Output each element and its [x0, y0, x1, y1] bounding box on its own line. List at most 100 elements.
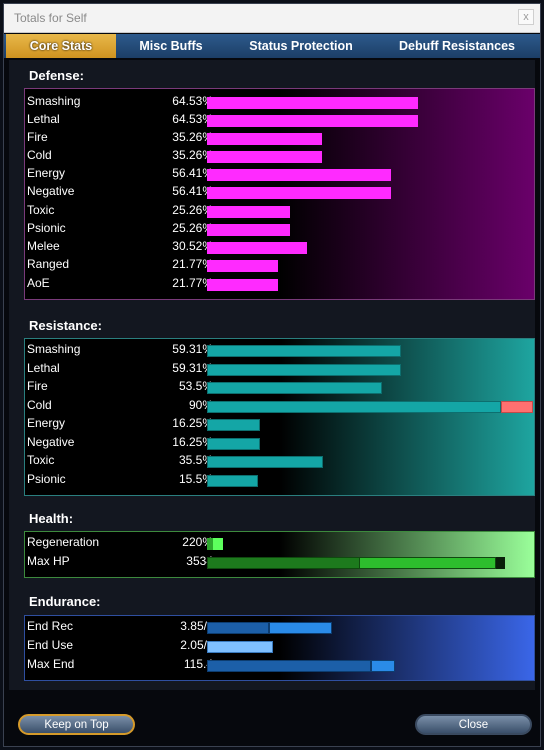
defense-title: Defense: — [29, 68, 84, 83]
tab-status-protection[interactable]: Status Protection — [249, 39, 353, 53]
close-button[interactable]: Close — [415, 714, 532, 735]
max-hp-bar-bonus — [359, 557, 496, 569]
defense-value: 56.41% — [172, 184, 213, 198]
resistance-value: 90% — [188, 398, 213, 412]
regeneration-bar-bonus — [213, 538, 223, 550]
tab-misc-buffs[interactable]: Misc Buffs — [139, 39, 203, 53]
max-end-bar-bonus — [371, 660, 395, 672]
defense-label: Toxic — [27, 203, 55, 217]
defense-value: 30.52% — [172, 239, 213, 253]
resistance-bar — [207, 438, 260, 450]
resistance-bar — [207, 401, 501, 413]
health-title: Health: — [29, 511, 74, 526]
resistance-bar — [207, 364, 401, 376]
defense-value: 21.77% — [172, 257, 213, 271]
defense-bar — [207, 187, 391, 199]
defense-label: Ranged — [27, 257, 70, 271]
defense-row-negative: Negative 56.41% — [25, 184, 534, 201]
defense-label: Cold — [27, 148, 52, 162]
resistance-bar — [207, 475, 258, 487]
endurance-value: 2.05/s — [180, 638, 213, 652]
defense-label: Negative — [27, 184, 75, 198]
defense-row-cold: Cold 35.26% — [25, 148, 534, 165]
core-stats-panel: Defense: Smashing 64.53% Lethal 64.53% F… — [9, 60, 535, 690]
defense-label: Psionic — [27, 221, 66, 235]
defense-bar — [207, 242, 307, 254]
endurance-value: 115.4 — [183, 657, 213, 671]
resistance-label: Psionic — [27, 472, 66, 486]
totals-window: Totals for Self x Core Stats Misc Buffs … — [3, 3, 541, 747]
endurance-label: Max End — [27, 657, 75, 671]
defense-bar — [207, 169, 391, 181]
resistance-label: Lethal — [27, 361, 60, 375]
resistance-row-psionic: Psionic 15.5% — [25, 472, 534, 489]
endurance-label: End Use — [27, 638, 74, 652]
resistance-cap-overflow — [501, 401, 533, 413]
resistance-row-cold: Cold 90% — [25, 398, 534, 415]
endurance-row-end-use: End Use 2.05/s — [25, 638, 534, 655]
defense-label: Fire — [27, 130, 48, 144]
health-value: 3534 — [186, 554, 213, 568]
defense-bar — [207, 260, 278, 272]
defense-row-melee: Melee 30.52% — [25, 239, 534, 256]
endurance-value: 3.85/s — [180, 619, 213, 633]
defense-value: 35.26% — [172, 130, 213, 144]
resistance-bar — [207, 419, 260, 431]
resistance-bar — [207, 382, 382, 394]
health-box: Regeneration 220% Max HP 3534 — [24, 531, 535, 578]
endurance-row-end-rec: End Rec 3.85/s — [25, 619, 534, 636]
resistance-label: Smashing — [27, 342, 81, 356]
title-bar[interactable]: Totals for Self x — [4, 4, 540, 33]
defense-value: 25.26% — [172, 203, 213, 217]
health-label: Regeneration — [27, 535, 100, 549]
resistance-value: 15.5% — [178, 472, 213, 486]
resistance-value: 59.31% — [172, 361, 213, 375]
defense-row-ranged: Ranged 21.77% — [25, 257, 534, 274]
defense-bar — [207, 97, 418, 109]
resistance-box: Smashing 59.31% Lethal 59.31% Fire 53.5%… — [24, 338, 535, 496]
defense-row-smashing: Smashing 64.53% — [25, 94, 534, 111]
health-row-max-hp: Max HP 3534 — [25, 554, 534, 571]
defense-label: AoE — [27, 276, 50, 290]
defense-row-energy: Energy 56.41% — [25, 166, 534, 183]
keep-on-top-button[interactable]: Keep on Top — [18, 714, 135, 735]
close-icon[interactable]: x — [518, 9, 534, 25]
defense-row-lethal: Lethal 64.53% — [25, 112, 534, 129]
resistance-row-negative: Negative 16.25% — [25, 435, 534, 452]
endurance-row-max-end: Max End 115.4 — [25, 657, 534, 674]
defense-value: 25.26% — [172, 221, 213, 235]
resistance-label: Energy — [27, 416, 66, 430]
resistance-value: 16.25% — [172, 435, 213, 449]
defense-value: 64.53% — [172, 94, 213, 108]
defense-box: Smashing 64.53% Lethal 64.53% Fire 35.26… — [24, 88, 535, 300]
defense-row-fire: Fire 35.26% — [25, 130, 534, 147]
defense-value: 56.41% — [172, 166, 213, 180]
defense-label: Energy — [27, 166, 66, 180]
health-label: Max HP — [27, 554, 70, 568]
resistance-value: 16.25% — [172, 416, 213, 430]
tab-core-stats[interactable]: Core Stats — [6, 34, 116, 58]
defense-value: 64.53% — [172, 112, 213, 126]
tab-debuff-resistances[interactable]: Debuff Resistances — [398, 39, 515, 53]
defense-label: Lethal — [27, 112, 60, 126]
max-hp-bar-cap — [496, 557, 505, 569]
defense-bar — [207, 133, 322, 145]
regeneration-bar-base — [207, 538, 213, 550]
resistance-row-toxic: Toxic 35.5% — [25, 453, 534, 470]
endurance-title: Endurance: — [29, 594, 101, 609]
resistance-row-energy: Energy 16.25% — [25, 416, 534, 433]
defense-bar — [207, 279, 278, 291]
defense-label: Smashing — [27, 94, 81, 108]
health-row-regeneration: Regeneration 220% — [25, 535, 534, 552]
defense-label: Melee — [27, 239, 60, 253]
end-rec-bar-base — [207, 622, 269, 634]
defense-row-aoe: AoE 21.77% — [25, 276, 534, 293]
defense-bar — [207, 224, 290, 236]
window-title: Totals for Self — [14, 11, 87, 25]
defense-row-toxic: Toxic 25.26% — [25, 203, 534, 220]
endurance-label: End Rec — [27, 619, 74, 633]
max-hp-bar-base — [207, 557, 360, 569]
end-use-bar — [207, 641, 273, 653]
defense-bar — [207, 115, 418, 127]
resistance-bar — [207, 345, 401, 357]
